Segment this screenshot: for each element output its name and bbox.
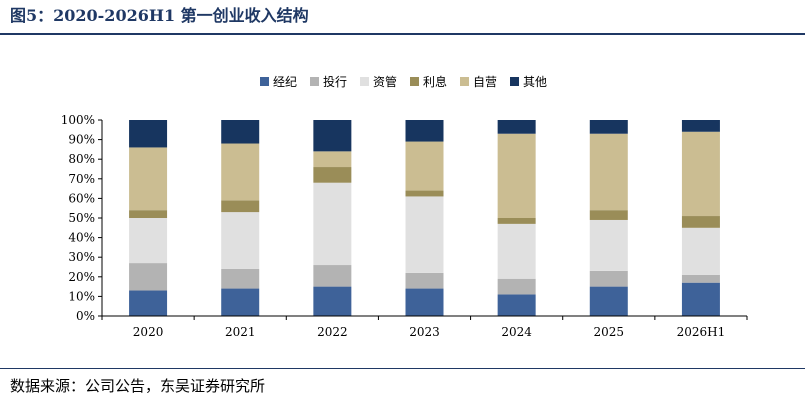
x-tick-label: 2021 xyxy=(225,325,256,339)
bar-segment xyxy=(589,286,628,316)
x-tick-label: 2020 xyxy=(133,325,164,339)
legend-label: 投行 xyxy=(323,74,347,89)
y-tick-label: 50% xyxy=(68,211,95,225)
y-tick-label: 90% xyxy=(68,133,95,147)
legend-label: 经纪 xyxy=(273,75,297,89)
y-tick-label: 40% xyxy=(68,231,95,245)
source-note: 数据来源：公司公告，东吴证券研究所 xyxy=(10,376,265,396)
y-tick-label: 80% xyxy=(68,152,95,166)
bar-segment xyxy=(405,141,444,191)
chart-legend: 经纪 投行 资管 利息 自营 其他 xyxy=(260,74,547,89)
bar-segment xyxy=(313,265,352,287)
legend-swatch xyxy=(360,77,369,86)
bar-segment xyxy=(589,210,628,220)
y-tick-label: 10% xyxy=(68,289,95,303)
bar-segment xyxy=(405,272,444,289)
bar-segment xyxy=(221,200,260,213)
x-tick-label: 2025 xyxy=(594,325,625,339)
bar-segment xyxy=(313,286,352,316)
stacked-bar-chart: 经纪 投行 资管 利息 自营 其他 0% 10% 20% 30% 40% 50% 60% 70% 80% 9… xyxy=(61,74,748,339)
bar-segment xyxy=(221,120,260,144)
legend-label: 利息 xyxy=(423,74,447,89)
legend-swatch xyxy=(410,77,419,86)
bar-segment xyxy=(313,151,352,168)
x-tick-label: 2026H1 xyxy=(677,325,726,339)
bar-segment xyxy=(313,167,352,183)
bar-segment xyxy=(589,120,628,134)
bar-segment xyxy=(129,147,168,211)
source-rule xyxy=(0,368,805,369)
bar-segment xyxy=(129,120,168,148)
bar-segment xyxy=(497,218,536,224)
bar-segment xyxy=(681,227,720,275)
legend-swatch xyxy=(310,77,319,86)
legend-swatch xyxy=(460,77,469,86)
bar-segment xyxy=(221,268,260,289)
bar-segment xyxy=(681,131,720,217)
bar-segment xyxy=(405,288,444,316)
title-rule xyxy=(0,33,805,35)
chart-bars xyxy=(129,120,720,316)
bar-segment xyxy=(129,290,168,316)
y-tick-label: 20% xyxy=(68,270,95,284)
bar-segment xyxy=(589,133,628,211)
bar-segment xyxy=(497,294,536,316)
bar-segment xyxy=(497,133,536,218)
x-tick-label: 2023 xyxy=(409,325,440,339)
bar-segment xyxy=(497,120,536,134)
bar-segment xyxy=(221,143,260,201)
bar-segment xyxy=(221,288,260,316)
y-tick-label: 70% xyxy=(68,172,95,186)
bar-segment xyxy=(681,216,720,228)
legend-swatch xyxy=(260,77,269,86)
y-tick-label: 100% xyxy=(61,113,95,127)
legend-swatch xyxy=(510,77,519,86)
bar-segment xyxy=(589,270,628,287)
legend-label: 其他 xyxy=(523,75,547,89)
bar-segment xyxy=(681,120,720,132)
x-axis: 2020 2021 2022 2023 2024 2025 2026H1 xyxy=(101,315,748,339)
y-tick-label: 0% xyxy=(76,309,95,323)
y-tick-label: 30% xyxy=(68,250,95,264)
source-label: 数据来源： xyxy=(10,377,86,395)
bar-segment xyxy=(681,282,720,316)
x-tick-label: 2024 xyxy=(501,325,532,339)
legend-label: 资管 xyxy=(373,74,397,89)
source-text: 公司公告，东吴证券研究所 xyxy=(85,377,266,395)
legend-label: 自营 xyxy=(473,75,497,89)
bar-segment xyxy=(129,210,168,218)
y-tick-label: 60% xyxy=(68,191,95,205)
x-tick-label: 2022 xyxy=(317,325,348,339)
figure-title: 图5：2020-2026H1 第一创业收入结构 xyxy=(10,6,309,25)
bar-segment xyxy=(405,190,444,197)
bar-segment xyxy=(313,182,352,266)
bar-segment xyxy=(497,223,536,279)
y-axis: 0% 10% 20% 30% 40% 50% 60% 70% 80% 90% 100% xyxy=(61,113,103,323)
bar-segment xyxy=(497,278,536,295)
bar-segment xyxy=(313,120,352,152)
bar-segment xyxy=(405,196,444,273)
bar-segment xyxy=(681,274,720,283)
bar-segment xyxy=(221,212,260,269)
bar-segment xyxy=(589,219,628,271)
bar-segment xyxy=(129,218,168,264)
bar-segment xyxy=(405,120,444,142)
bar-segment xyxy=(129,263,168,291)
